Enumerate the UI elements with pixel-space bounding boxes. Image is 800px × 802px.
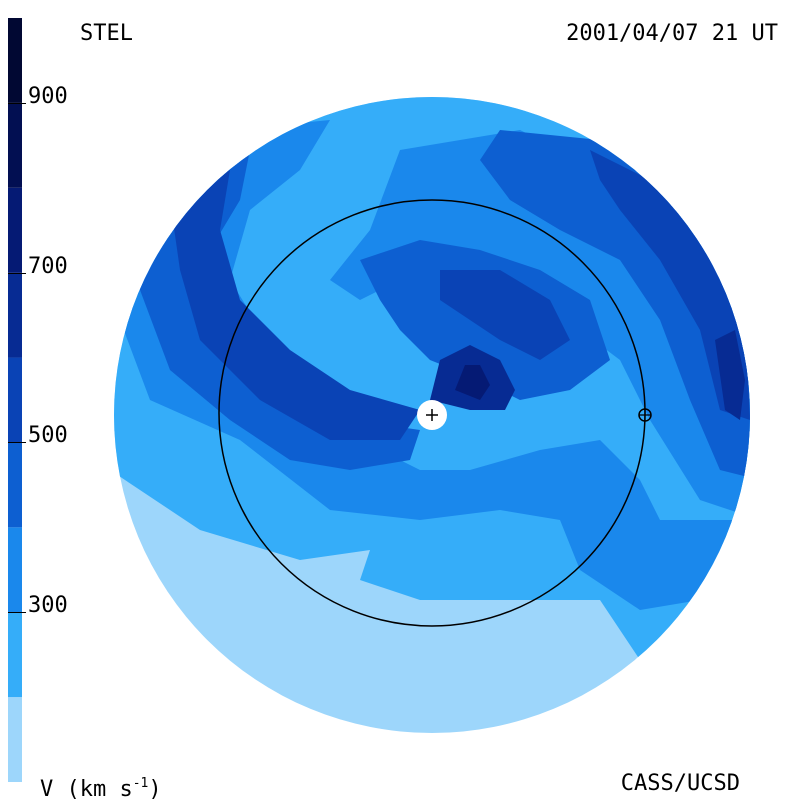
colorbar-level-8 [8,102,22,188]
contour-level-5 [170,170,420,440]
contour-level-5b [590,150,750,420]
colorbar-tick-mark [8,442,26,444]
earth-marker [638,408,652,422]
colorbar-tick-label: 300 [28,593,68,619]
contour-level-7 [455,365,490,400]
source-label: STEL [80,21,133,46]
colorbar-level-5 [8,357,22,443]
colorbar-tick-mark [8,272,26,274]
colorbar-level-9 [8,18,22,103]
timestamp-label: 2001/04/07 21 UT [566,21,778,46]
credit-label: CASS/UCSD [620,771,740,796]
colorbar-tick-label: 700 [28,253,68,279]
colorbar-tick-label: 900 [28,83,68,109]
colorbar-level-7 [8,187,22,273]
velocity-colorbar [8,18,22,782]
colorbar-tick-mark [8,612,26,614]
colorbar-tick-mark [8,102,26,104]
colorbar-level-2 [8,612,22,698]
colorbar-tick-label: 500 [28,423,68,449]
unit-label: V (km s-1) [40,776,162,802]
contour-level-6b [715,330,745,420]
colorbar-level-3 [8,527,22,613]
colorbar-level-1 [8,697,22,782]
colorbar-level-4 [8,442,22,528]
colorbar-level-6 [8,272,22,358]
sun-marker [417,400,447,430]
contour-level-5c [440,270,570,360]
contour-level-3 [120,120,750,610]
